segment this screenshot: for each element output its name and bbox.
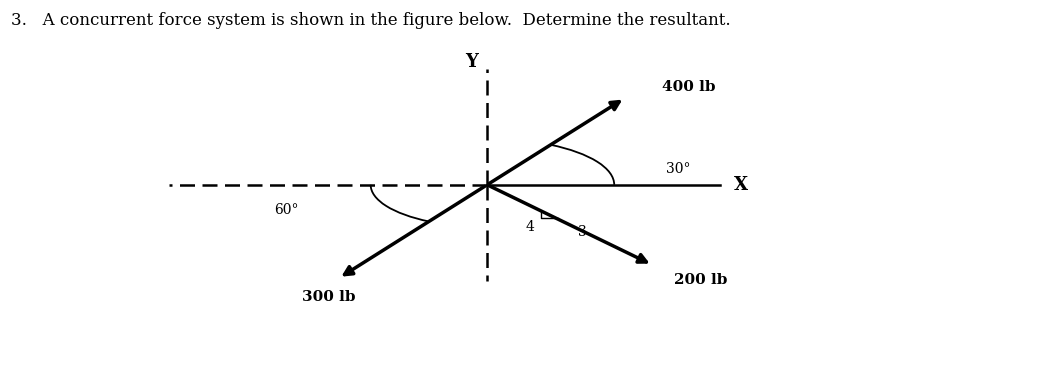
Text: Y: Y bbox=[465, 53, 478, 70]
Text: 400 lb: 400 lb bbox=[662, 80, 716, 94]
Text: 200 lb: 200 lb bbox=[674, 273, 726, 286]
Text: 60°: 60° bbox=[274, 203, 299, 217]
Text: 3.   A concurrent force system is shown in the figure below.  Determine the resu: 3. A concurrent force system is shown in… bbox=[11, 12, 731, 28]
Text: X: X bbox=[734, 176, 749, 194]
Text: 30°: 30° bbox=[666, 162, 690, 176]
Text: 3: 3 bbox=[578, 225, 587, 239]
Text: 300 lb: 300 lb bbox=[302, 290, 355, 304]
Text: 4: 4 bbox=[525, 220, 534, 234]
